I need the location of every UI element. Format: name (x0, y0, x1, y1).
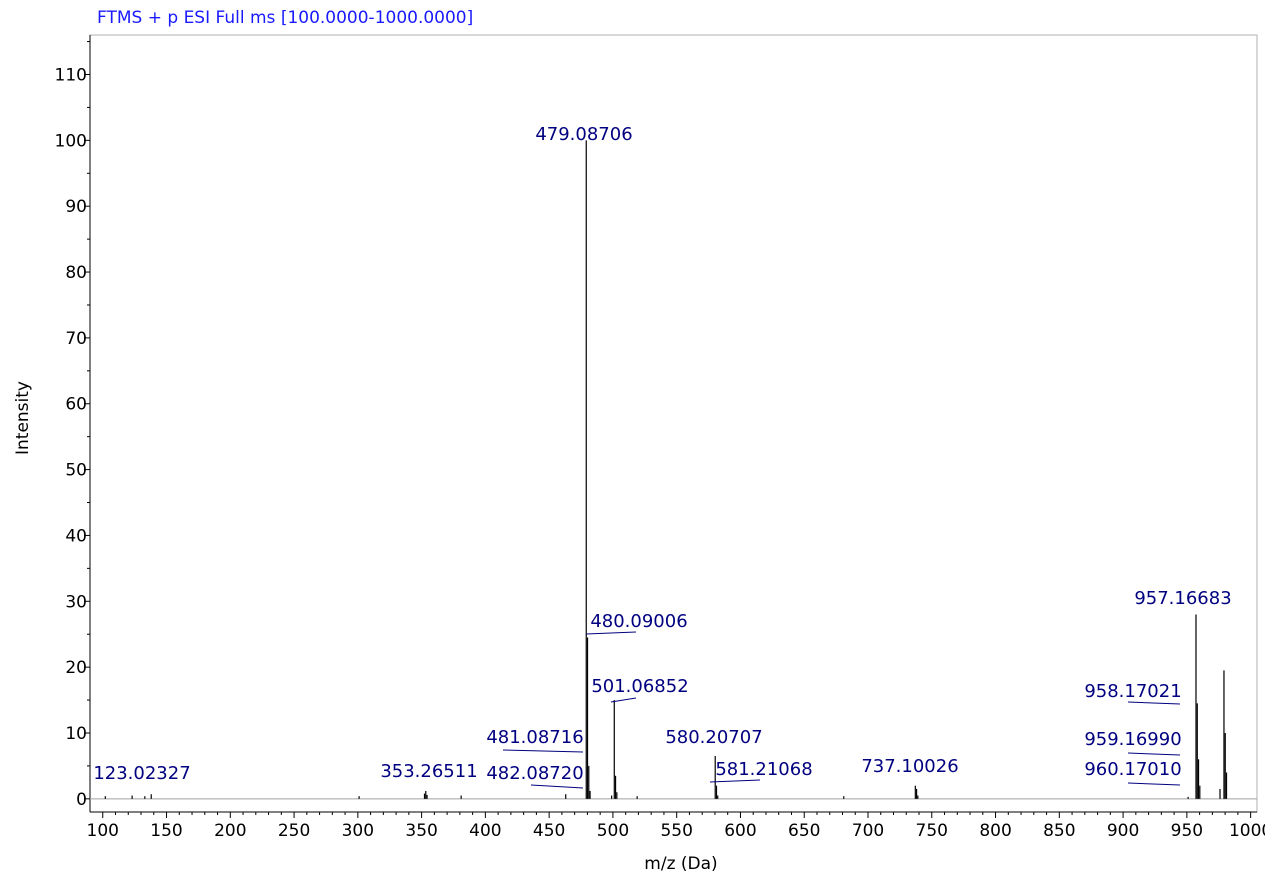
peak-label-leader (610, 697, 637, 703)
peak-label-leader (530, 784, 584, 789)
x-tick-label: 700 (852, 821, 884, 841)
x-tick-label: 800 (979, 821, 1011, 841)
peak-label: 957.16683 (1134, 588, 1231, 609)
axes: 100 150 200 250 300 350 400 450 500 550 600 650 700 7… (55, 35, 1265, 841)
peak-label: 958.17021 (1084, 681, 1181, 702)
peak-label: 481.08716 (486, 727, 583, 748)
peak-label-leader (1127, 701, 1181, 705)
y-tick-label: 10 (65, 724, 87, 744)
y-axis-title: Intensity (13, 381, 33, 455)
peak-label: 480.09006 (590, 611, 687, 632)
peak-label: 123.02327 (93, 763, 190, 784)
y-tick-label: 80 (65, 263, 87, 283)
y-tick-label: 30 (65, 592, 87, 612)
peak-label: 501.06852 (591, 676, 688, 697)
peak-label: 737.10026 (861, 756, 958, 777)
peak-label-leader (1127, 752, 1181, 756)
x-tick-label: 1000 (1229, 821, 1265, 841)
x-tick-label: 300 (342, 821, 374, 841)
peak-labels: 479.08706 480.09006 501.06852 481.08716 482.… (93, 124, 1232, 789)
x-tick-label: 950 (1171, 821, 1203, 841)
x-axis-title: m/z (Da) (644, 854, 717, 874)
x-tick-label: 850 (1043, 821, 1075, 841)
peak-label: 960.17010 (1084, 759, 1181, 780)
y-tick-label: 90 (65, 197, 87, 217)
y-tick-label: 70 (65, 329, 87, 349)
y-tick-label: 110 (55, 66, 87, 86)
x-tick-label: 450 (533, 821, 565, 841)
x-tick-label: 600 (724, 821, 756, 841)
x-tick-label: 900 (1107, 821, 1139, 841)
peaks (104, 140, 1228, 799)
x-tick-label: 200 (214, 821, 246, 841)
peak-label-leader (709, 779, 761, 783)
peak-label: 581.21068 (715, 759, 812, 780)
peak-label: 580.20707 (665, 727, 762, 748)
x-tick-label: 500 (597, 821, 629, 841)
x-tick-label: 250 (278, 821, 310, 841)
peak-label-leader (1127, 782, 1181, 786)
y-tick-label: 100 (55, 131, 87, 151)
y-tick-label: 20 (65, 658, 87, 678)
y-tick-label: 40 (65, 526, 87, 546)
x-tick-label: 150 (150, 821, 182, 841)
y-tick-label: 0 (76, 790, 87, 810)
peak-label: 353.26511 (380, 761, 477, 782)
x-tick-label: 350 (405, 821, 437, 841)
x-tick-label: 400 (469, 821, 501, 841)
peak-label: 479.08706 (535, 124, 632, 145)
peak-label-leader (502, 749, 584, 753)
peak-label-leader (585, 631, 637, 635)
x-tick-label: 100 (87, 821, 119, 841)
x-tick-label: 650 (788, 821, 820, 841)
y-tick-label: 60 (65, 395, 87, 415)
x-tick-label: 750 (916, 821, 948, 841)
peak-label: 482.08720 (486, 763, 583, 784)
x-tick-label: 550 (660, 821, 692, 841)
chart-title: FTMS + p ESI Full ms [100.0000-1000.0000… (97, 8, 474, 28)
y-tick-label: 50 (65, 461, 87, 481)
peak-label: 959.16990 (1084, 729, 1181, 750)
